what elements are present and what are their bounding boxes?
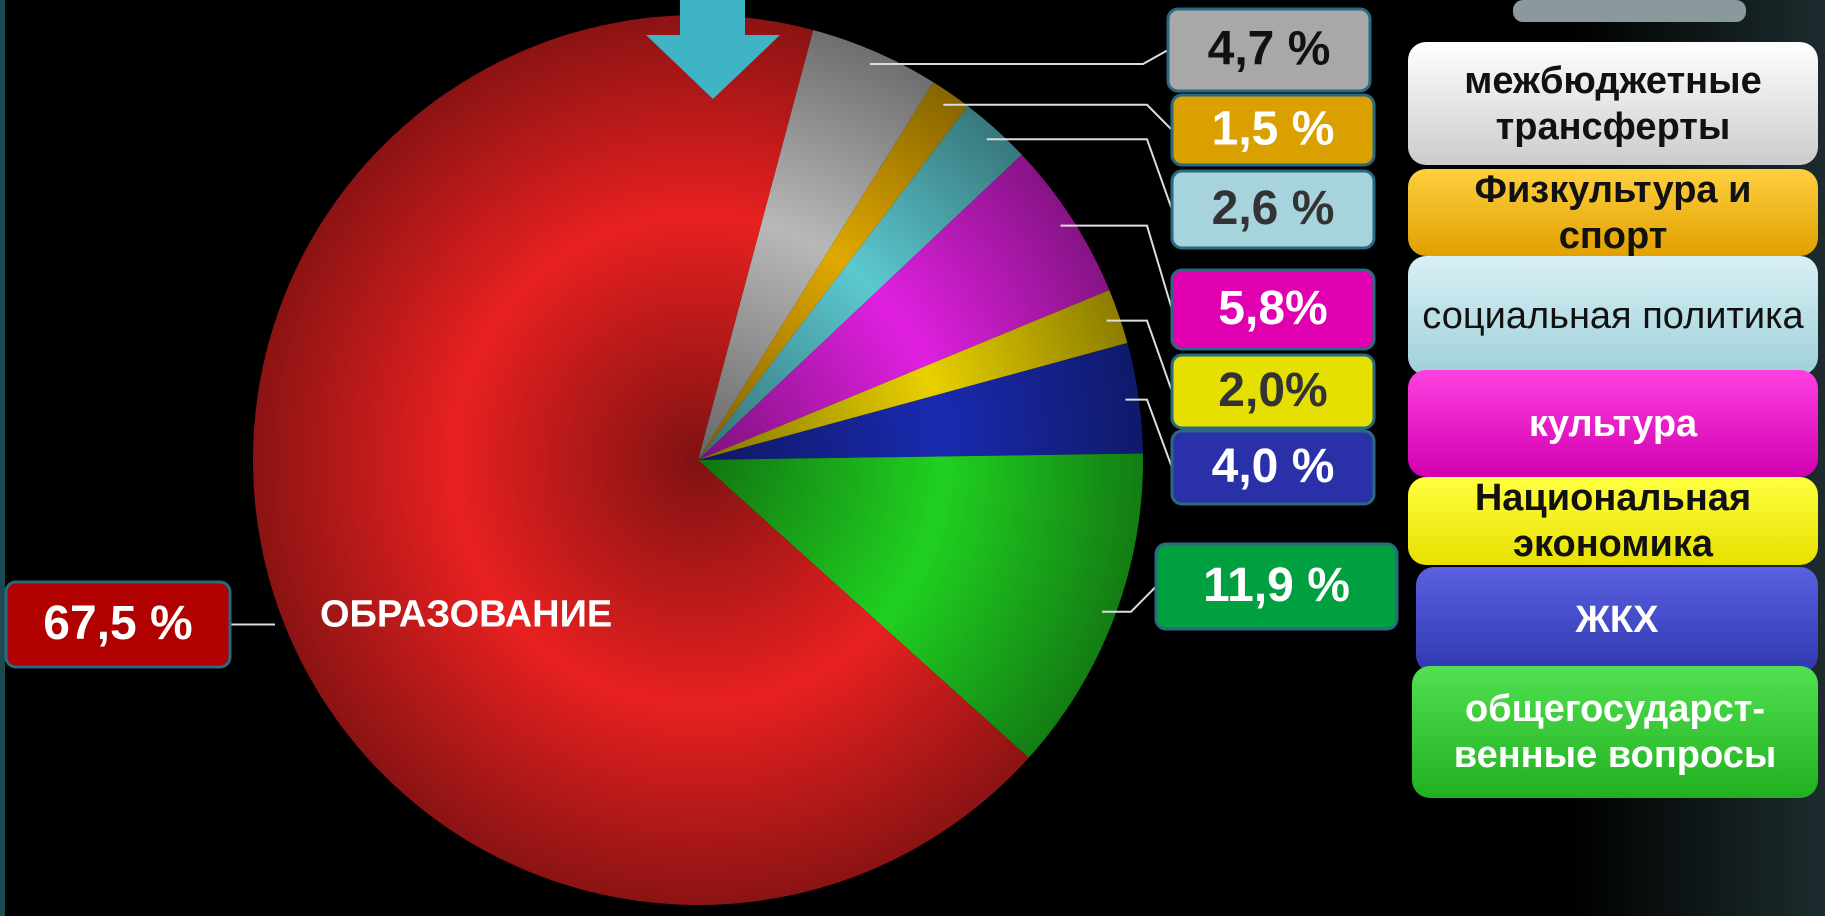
value-label: 1,5 % [1212,103,1335,156]
legend-entry: ЖКХ [1416,567,1818,673]
arrow [646,0,780,99]
value-label-box [1170,169,1376,250]
value-label: 4,0 % [1212,440,1335,493]
legend-entry: Национальная экономика [1408,477,1818,565]
legend-entry: культура [1408,370,1818,477]
leader-line [1106,319,1173,392]
slice-label: ОБРАЗОВАНИЕ [320,594,612,636]
legend-entry: межбюджетные трансферты [1408,42,1818,165]
value-label: 2,0% [1218,364,1327,417]
value-label: 2,6 % [1212,182,1335,235]
value-label-box [1154,542,1399,631]
leader-line [1102,585,1157,613]
top-decoration [1513,0,1746,22]
left-edge [0,0,5,916]
value-label: 67,5 % [43,597,192,650]
value-label: 4,7 % [1208,23,1331,76]
legend-entry: социальная политика [1408,256,1818,375]
value-label: 11,9 % [1203,559,1350,612]
legend-entry: Физкультура и спорт [1408,169,1818,256]
value-label-box [1170,93,1376,167]
legend-entry: общегосударст-венные вопросы [1412,666,1818,798]
value-label: 5,8% [1218,282,1327,335]
leader-line [943,103,1173,131]
value-label-box [1166,7,1372,93]
pie [253,14,1143,905]
value-label-box [4,580,232,669]
leader-line [986,138,1173,210]
leader-line [869,49,1169,66]
value-label-box [1170,429,1376,506]
leader-line [1125,398,1173,468]
value-label-box [1170,268,1376,351]
leader-line [1060,224,1173,310]
value-label-box [1170,353,1376,430]
